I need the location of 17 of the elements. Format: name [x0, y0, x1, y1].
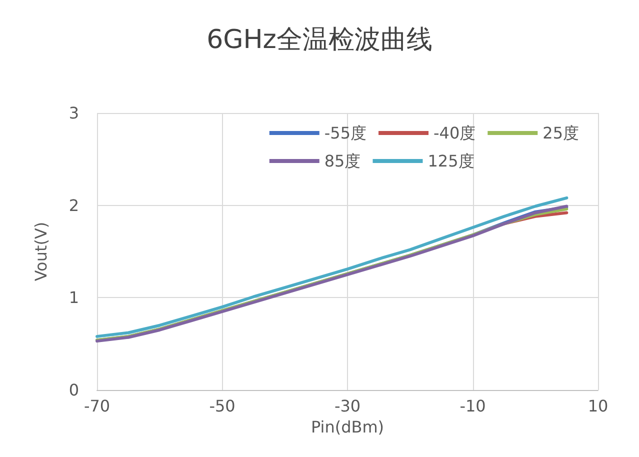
y-tick-label: 3	[68, 104, 79, 122]
legend-label: 125度	[428, 152, 474, 170]
y-tick-label: 0	[68, 380, 79, 400]
y-axis-title: Vout(V)	[32, 222, 50, 282]
x-tick-label: -10	[460, 396, 486, 416]
legend-label: -40度	[434, 124, 476, 142]
x-axis-title: Pin(dBm)	[310, 417, 384, 436]
x-tick-label: -30	[334, 396, 361, 416]
y-tick-label: 2	[68, 196, 79, 215]
y-tick-label: 1	[68, 288, 79, 308]
chart-title: 6GHz全温检波曲线	[206, 25, 432, 55]
x-tick-label: -50	[209, 396, 236, 416]
legend-label: -55度	[324, 124, 367, 142]
legend-label: 85度	[324, 152, 361, 170]
x-tick-label: 10	[588, 396, 608, 416]
x-tick-label: -70	[84, 396, 110, 416]
legend-label: 25度	[542, 124, 579, 142]
